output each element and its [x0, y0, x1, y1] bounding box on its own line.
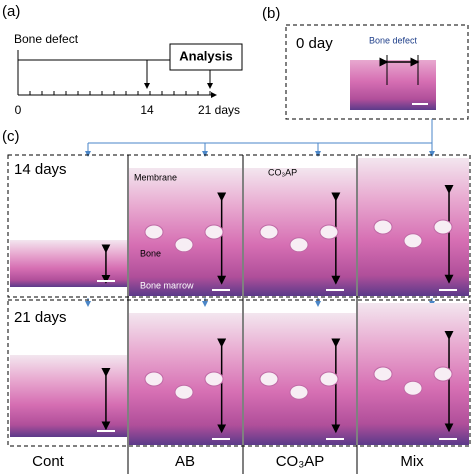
- material-particle: [204, 371, 224, 387]
- annotation: Bone: [140, 248, 161, 258]
- material-particle: [144, 371, 164, 387]
- annotation: Bone defect: [369, 35, 418, 45]
- panel-label: (b): [262, 5, 280, 22]
- material-particle: [403, 380, 423, 396]
- panel-title: 0 day: [296, 35, 333, 52]
- material-particle: [373, 366, 393, 382]
- material-particle: [433, 366, 453, 382]
- column-label: AB: [175, 453, 195, 470]
- material-particle: [289, 384, 309, 400]
- image-background: [350, 38, 436, 60]
- material-particle: [319, 224, 339, 240]
- annotation: Membrane: [134, 172, 177, 182]
- analysis-box: [169, 43, 243, 71]
- end-label: Analysis: [179, 48, 232, 63]
- panel-c: (c) 14 days 21 days Membrane CO₃AP Bone …: [2, 119, 471, 474]
- material-particle: [259, 371, 279, 387]
- material-particle: [289, 237, 309, 253]
- column-label: Mix: [400, 453, 424, 470]
- column-label: CO₃AP: [276, 453, 325, 470]
- tick-label: 14: [140, 103, 154, 117]
- material-particle: [373, 219, 393, 235]
- row-label: 14 days: [14, 161, 67, 178]
- timeline-ticks: [17, 91, 211, 95]
- column-dividers: [127, 155, 358, 474]
- panel-a: (a) Bone defect Analysis 0 14 21 days: [2, 3, 243, 117]
- material-particle: [174, 384, 194, 400]
- annotation: Bone marrow: [140, 280, 194, 290]
- panel-label: (c): [2, 128, 20, 145]
- histology-image: [10, 240, 127, 287]
- annotation: CO₃AP: [268, 167, 297, 177]
- histology-image: [10, 355, 127, 437]
- start-label: Bone defect: [14, 32, 79, 46]
- material-particle: [144, 224, 164, 240]
- material-particle: [319, 371, 339, 387]
- panel-b: (b) 0 day Bone defect: [262, 5, 469, 120]
- panel-label: (a): [2, 3, 20, 20]
- tick-label: 0: [15, 103, 22, 117]
- images: [10, 158, 469, 445]
- material-particle: [433, 219, 453, 235]
- tick-label: 21 days: [198, 103, 240, 117]
- material-particle: [204, 224, 224, 240]
- material-particle: [259, 224, 279, 240]
- material-particle: [403, 233, 423, 249]
- dashed-row: [7, 299, 471, 447]
- dashed-row: [7, 154, 471, 298]
- dashed-box: [285, 24, 469, 120]
- material-particle: [174, 237, 194, 253]
- row-label: 21 days: [14, 309, 67, 326]
- column-label: Cont: [32, 453, 65, 470]
